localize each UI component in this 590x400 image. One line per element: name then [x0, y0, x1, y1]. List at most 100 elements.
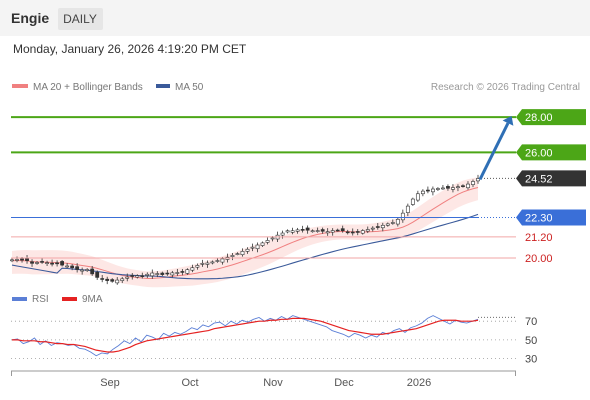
candle: [15, 256, 19, 263]
candle: [420, 189, 425, 197]
candle: [40, 258, 44, 264]
forecast-arrow-head: [502, 115, 514, 126]
price-panel: [10, 174, 480, 288]
candle-body: [85, 269, 90, 271]
candle-body: [260, 242, 265, 246]
candle: [380, 222, 385, 232]
candle-body: [295, 229, 300, 232]
candle-body: [45, 262, 49, 264]
candle: [375, 223, 380, 230]
x-tick-label: Sep: [100, 377, 120, 389]
rsi-ma-legend-label: 9MA: [82, 294, 103, 305]
candle: [390, 219, 395, 225]
forecast-arrow-shaft: [478, 122, 510, 181]
candle: [305, 225, 310, 234]
bollinger-band: [12, 177, 478, 288]
candle: [431, 186, 435, 196]
candle-body: [250, 246, 255, 249]
candle: [360, 229, 365, 235]
candle-body: [265, 240, 270, 243]
candle: [290, 227, 295, 235]
candle: [70, 264, 75, 271]
candle-body: [165, 272, 170, 275]
candle: [80, 267, 85, 275]
candle-body: [75, 266, 80, 270]
candle: [140, 272, 145, 279]
candle-body: [170, 272, 175, 276]
candle: [335, 228, 340, 232]
candle-body: [100, 278, 105, 280]
candle: [300, 225, 305, 233]
credit-text: Research © 2026 Trading Central: [431, 82, 580, 93]
candle: [90, 265, 95, 276]
candle-body: [400, 212, 405, 221]
candle: [155, 271, 160, 278]
candle: [355, 228, 360, 236]
candle: [415, 190, 420, 203]
candle-body: [300, 229, 305, 231]
candle: [325, 228, 330, 236]
candle: [150, 269, 155, 279]
candle-body: [15, 259, 19, 261]
candle-body: [350, 231, 355, 234]
candle: [350, 228, 355, 236]
candle-body: [330, 230, 335, 233]
candle-body: [305, 227, 310, 231]
last-price-tag: [516, 170, 586, 187]
candle-body: [160, 272, 165, 275]
candle: [365, 226, 370, 234]
candle: [446, 184, 450, 191]
candle: [265, 237, 270, 245]
period-badge[interactable]: [58, 8, 103, 30]
last-price-label: 24.52: [525, 173, 553, 185]
candle-body: [436, 188, 440, 190]
candle: [55, 260, 59, 267]
candle: [471, 179, 475, 188]
candle-body: [456, 186, 460, 189]
candle: [330, 228, 335, 236]
candle-body: [185, 269, 190, 274]
candle-body: [355, 231, 360, 233]
candle: [130, 273, 135, 280]
candle: [245, 247, 250, 254]
rsi-tick-label: 70: [525, 316, 537, 328]
candle-body: [35, 262, 39, 264]
rsi-ma-line: [12, 317, 479, 353]
candle-body: [215, 260, 220, 262]
candle-body: [471, 181, 475, 185]
candle-body: [441, 187, 445, 190]
candle: [50, 259, 54, 267]
candle-body: [280, 232, 285, 236]
rsi-panel: 30 50 70: [11, 315, 537, 366]
candle: [135, 274, 140, 279]
candle: [345, 229, 350, 235]
candle: [175, 268, 180, 276]
candle: [160, 271, 165, 277]
candle-body: [175, 272, 180, 274]
candle: [145, 272, 150, 278]
candle-body: [125, 276, 130, 279]
candle-body: [385, 223, 390, 226]
candle: [35, 261, 39, 265]
candle-body: [200, 263, 205, 265]
rsi-legend-swatch: [12, 297, 27, 301]
period-badge-label: DAILY: [63, 12, 97, 26]
candle-body: [40, 261, 44, 263]
x-tick-label: Dec: [334, 377, 354, 389]
resistance-label: 28.00: [525, 112, 553, 124]
time-axis: Sep Oct Nov Dec 2026: [11, 370, 516, 389]
candle-body: [310, 230, 315, 233]
candle: [441, 184, 445, 190]
candle: [10, 258, 14, 263]
candle-body: [150, 272, 155, 277]
candle-body: [50, 262, 54, 265]
x-tick-label: 2026: [407, 377, 431, 389]
candle: [295, 227, 300, 234]
candle: [75, 263, 80, 273]
candle-body: [145, 273, 150, 276]
candle: [85, 268, 90, 272]
candle-body: [345, 231, 350, 234]
candle: [45, 260, 49, 266]
candle-body: [90, 268, 95, 275]
candle: [370, 226, 375, 232]
